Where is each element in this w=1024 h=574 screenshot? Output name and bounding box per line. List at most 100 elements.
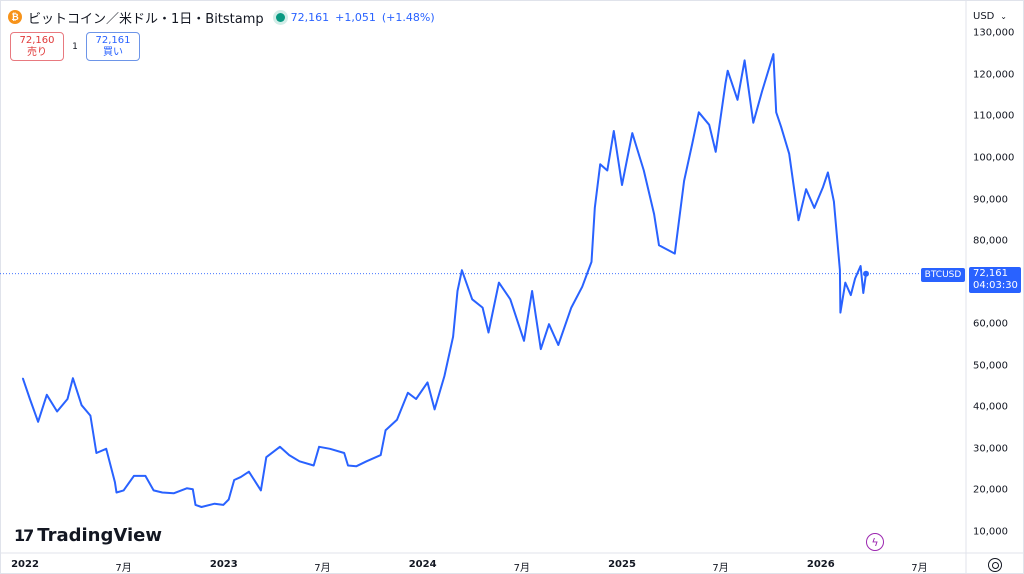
price-point (161, 491, 163, 494)
last-price-point (863, 270, 869, 277)
x-tick-label: 2025 (608, 559, 636, 570)
market-open-status-icon (275, 12, 285, 22)
price-point (599, 163, 601, 165)
gear-icon[interactable] (988, 558, 1002, 572)
price-point (540, 348, 542, 350)
price-point (89, 415, 91, 417)
price-point (860, 265, 862, 267)
chevron-down-icon: ⌄ (1000, 11, 1007, 21)
price-point (347, 464, 349, 467)
price-point (691, 142, 693, 145)
price-point (396, 419, 398, 421)
y-tick-label: 110,000 (973, 110, 1015, 122)
price-point (452, 336, 454, 338)
price-point (240, 476, 242, 478)
price-point (531, 290, 533, 292)
y-tick-label: 90,000 (973, 194, 1008, 206)
price-point (752, 122, 754, 124)
price-point (248, 471, 250, 473)
buy-button[interactable]: 72,161 買い (86, 32, 140, 61)
price-point (775, 111, 777, 113)
series-group (0, 53, 966, 508)
price-point (613, 130, 615, 132)
price-point (365, 460, 368, 462)
price-point (233, 479, 235, 481)
price-point (813, 207, 815, 209)
sell-button[interactable]: 72,160 売り (10, 32, 64, 61)
price-point (29, 398, 31, 400)
price-point (724, 82, 727, 84)
last-price-value: 72,161 (973, 268, 1008, 279)
x-tick-label: 7月 (712, 563, 729, 574)
currency-selector[interactable]: USD ⌄ (969, 6, 1011, 26)
price-point (590, 261, 593, 263)
price-point (343, 452, 345, 454)
y-tick-label: 10,000 (973, 526, 1008, 538)
price-point (708, 124, 710, 126)
tradingview-logo-text: TradingView (37, 525, 162, 546)
price-point (850, 294, 852, 296)
bar-countdown: 04:03:30 (973, 280, 1018, 291)
price-point (144, 475, 146, 477)
price-point (862, 292, 864, 294)
spread-value: 1 (72, 41, 78, 52)
price-point (173, 492, 175, 494)
price-point (833, 201, 835, 203)
price-point (114, 481, 116, 483)
x-tick-label: 7月 (513, 563, 530, 574)
price-point (385, 429, 387, 431)
tradingview-logo[interactable]: 17 TradingView (14, 525, 162, 546)
price-change: +1,051 (335, 10, 376, 24)
x-tick-label: 7月 (911, 563, 928, 574)
y-tick-label: 20,000 (973, 484, 1008, 496)
price-point (355, 465, 357, 467)
price-point (581, 286, 583, 288)
price-point (66, 398, 69, 400)
price-point (95, 452, 97, 454)
price-point (298, 460, 301, 462)
y-tick-label: 40,000 (973, 401, 1008, 413)
price-point (318, 446, 320, 448)
current-price: 72,161 (290, 10, 330, 24)
price-point (228, 498, 230, 501)
price-point (260, 489, 262, 491)
x-tick-label: 2022 (11, 559, 39, 570)
tradingview-logo-mark: 17 (14, 526, 34, 545)
price-point (329, 448, 331, 450)
lightning-icon[interactable]: ϟ (866, 533, 884, 551)
price-point (265, 456, 267, 458)
price-point (214, 503, 216, 505)
y-tick-label: 130,000 (973, 27, 1015, 39)
price-point (461, 269, 463, 271)
price-point (22, 377, 24, 379)
price-point (186, 487, 188, 489)
y-tick-label: 50,000 (973, 360, 1008, 372)
price-point (797, 219, 800, 221)
sell-price: 72,160 (19, 34, 55, 46)
y-tick-label: 30,000 (973, 443, 1008, 455)
price-point (443, 375, 445, 377)
price-point (788, 153, 790, 155)
price-point (839, 312, 842, 314)
y-tick-label: 100,000 (973, 152, 1015, 164)
price-series-line (21, 53, 867, 508)
symbol-title[interactable]: ビットコイン／米ドル・1日・Bitstamp (28, 11, 264, 27)
price-point (683, 180, 685, 182)
price-point (105, 448, 107, 450)
price-point (194, 504, 197, 506)
price-point (761, 90, 763, 93)
price-point (606, 169, 608, 172)
symbol-header[interactable]: ₿ ビットコイン／米ドル・1日・Bitstamp 72,161 +1,051 (… (8, 7, 435, 27)
price-point (471, 298, 473, 300)
price-point (380, 454, 382, 456)
symbol-price-tag: BTCUSD (921, 268, 965, 282)
price-point (313, 464, 315, 467)
sell-label: 売り (27, 46, 47, 58)
price-point (81, 404, 83, 406)
price-point (557, 344, 559, 346)
price-point (523, 340, 525, 342)
price-point (509, 298, 511, 300)
x-tick-label: 7月 (115, 563, 132, 574)
price-point (674, 253, 676, 255)
